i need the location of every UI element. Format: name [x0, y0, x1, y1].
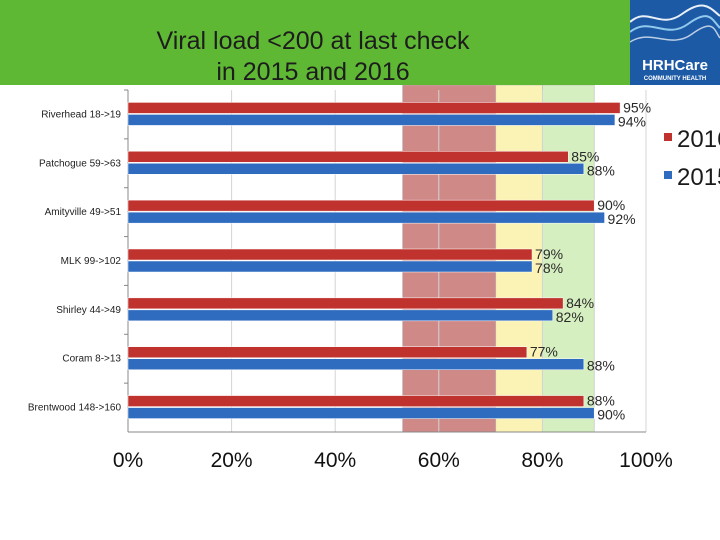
- bar-chart: 0% 20% 40% 60% 80% 100% Riverhead 18->19 95%94%…: [28, 85, 720, 472]
- data-label-2015: 78%: [535, 260, 563, 276]
- category-label: Amityville 49->51: [45, 207, 122, 218]
- data-label-2016: 90%: [597, 197, 625, 213]
- hrhcare-logo: HRHCare COMMUNITY HEALTH: [629, 0, 720, 85]
- bar-2016-2: [127, 199, 595, 212]
- x-tick-label: 60%: [418, 449, 460, 472]
- bar-2015-5: [127, 358, 585, 370]
- logo-graphic: HRHCare COMMUNITY HEALTH: [629, 4, 720, 82]
- title-band: [0, 0, 720, 85]
- data-label-2016: 95%: [623, 99, 651, 115]
- x-tick-label: 40%: [314, 449, 356, 472]
- title-line-2: in 2015 and 2016: [216, 58, 410, 86]
- bar-2016-4: [127, 297, 564, 310]
- zone-band-green: [542, 85, 595, 433]
- category-label: Patchogue 59->63: [39, 158, 121, 169]
- bar-2015-4: [127, 309, 554, 322]
- title-line-1: Viral load <200 at last check: [156, 27, 470, 55]
- legend-swatch-2016: [664, 133, 672, 141]
- data-label-2015: 82%: [556, 309, 584, 325]
- x-tick-label: 20%: [211, 449, 253, 472]
- bar-2015-0: [127, 114, 616, 126]
- bar-2015-1: [127, 163, 585, 175]
- logo-tagline: COMMUNITY HEALTH: [644, 76, 706, 82]
- category-label: Riverhead 18->19: [41, 109, 121, 120]
- bar-2015-3: [127, 260, 533, 273]
- bar-2016-5: [127, 346, 528, 358]
- category-label: Brentwood 148->160: [28, 403, 122, 414]
- data-label-2015: 88%: [587, 162, 615, 178]
- bar-2016-3: [127, 248, 533, 261]
- x-tick-label: 80%: [521, 449, 563, 472]
- x-tick-label: 0%: [113, 449, 143, 472]
- logo-name: HRHCare: [642, 57, 708, 74]
- legend-label-2016: 2016: [677, 126, 720, 153]
- category-label: Shirley 44->49: [56, 305, 121, 316]
- data-label-2015: 90%: [597, 407, 625, 423]
- legend-swatch-2015: [664, 171, 672, 179]
- page-title: Viral load <200 at last check in 2015 an…: [118, 26, 508, 88]
- bar-2016-6: [127, 395, 585, 407]
- data-label-2015: 94%: [618, 113, 646, 129]
- data-label-2016: 88%: [587, 393, 615, 409]
- bar-2015-2: [127, 211, 605, 224]
- data-label-2016: 79%: [535, 246, 563, 262]
- data-label-2016: 77%: [530, 344, 558, 360]
- x-tick-label: 100%: [619, 449, 673, 472]
- data-label-2016: 84%: [566, 295, 594, 311]
- category-label: Coram 8->13: [62, 354, 121, 365]
- data-label-2016: 85%: [571, 148, 599, 164]
- bar-2015-6: [127, 407, 595, 419]
- category-label: MLK 99->102: [61, 256, 122, 267]
- legend-label-2015: 2015: [677, 164, 720, 191]
- bar-2016-0: [127, 102, 621, 114]
- data-label-2015: 92%: [608, 211, 636, 227]
- bar-2016-1: [127, 151, 569, 163]
- data-label-2015: 88%: [587, 358, 615, 374]
